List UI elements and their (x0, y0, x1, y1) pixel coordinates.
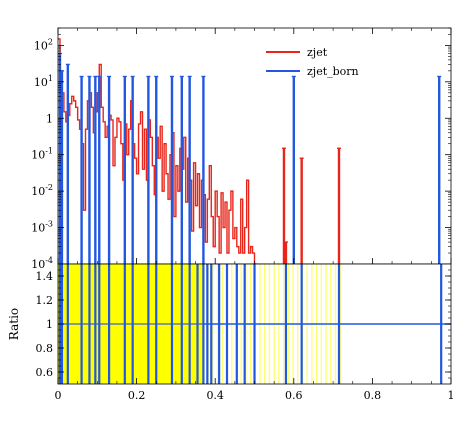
legend: zjet zjet_born (266, 46, 359, 78)
x-tick-label: 0.4 (206, 389, 224, 402)
main-y-tick-label: 102 (34, 37, 53, 52)
ratio-plot-panel: 0.6 0.8 1 1.2 1.4 0 0.2 0.4 0.6 0.8 1 Ratio (7, 263, 455, 402)
ratio-y-tick-label: 0.6 (36, 366, 54, 379)
legend-entry-zjet-born: zjet_born (266, 65, 359, 78)
ratio-y-tick-label: 0.8 (36, 342, 54, 355)
ratio-y-tick-label: 1.4 (36, 270, 54, 283)
x-tick-label: 0.6 (285, 389, 303, 402)
main-plot-ticks: 10-4 10-3 10-2 10-1 1 101 102 (31, 27, 452, 271)
legend-entry-zjet: zjet (266, 46, 328, 59)
x-tick-label: 1 (448, 389, 455, 402)
main-y-tick-label: 101 (34, 74, 53, 89)
ratio-plot-frame (57, 263, 452, 385)
main-y-tick-label: 10-2 (31, 183, 53, 198)
ratio-plot-data-layer (58, 264, 451, 384)
ratio-plot-ticks: 0.6 0.8 1 1.2 1.4 0 0.2 0.4 0.6 0.8 1 (36, 269, 455, 402)
legend-label-zjet-born: zjet_born (307, 65, 359, 78)
ratio-y-tick-label: 1.2 (36, 294, 54, 307)
legend-label-zjet: zjet (307, 46, 328, 59)
main-y-tick-label: 10-1 (31, 147, 53, 162)
x-tick-label: 0.2 (128, 389, 146, 402)
main-y-tick-label: 10-4 (31, 256, 53, 271)
main-plot-background (58, 28, 451, 264)
main-y-tick-label: 10-3 (31, 220, 53, 235)
x-tick-label: 0 (55, 389, 62, 402)
x-tick-label: 0.8 (364, 389, 382, 402)
ratio-axis-title: Ratio (7, 308, 21, 340)
main-plot-data-layer (58, 38, 442, 264)
main-y-tick-label: 1 (46, 112, 53, 125)
ratio-y-tick-label: 1 (46, 318, 53, 331)
main-plot-panel: 10-4 10-3 10-2 10-1 1 101 102 zjet zjet_born (31, 27, 452, 271)
